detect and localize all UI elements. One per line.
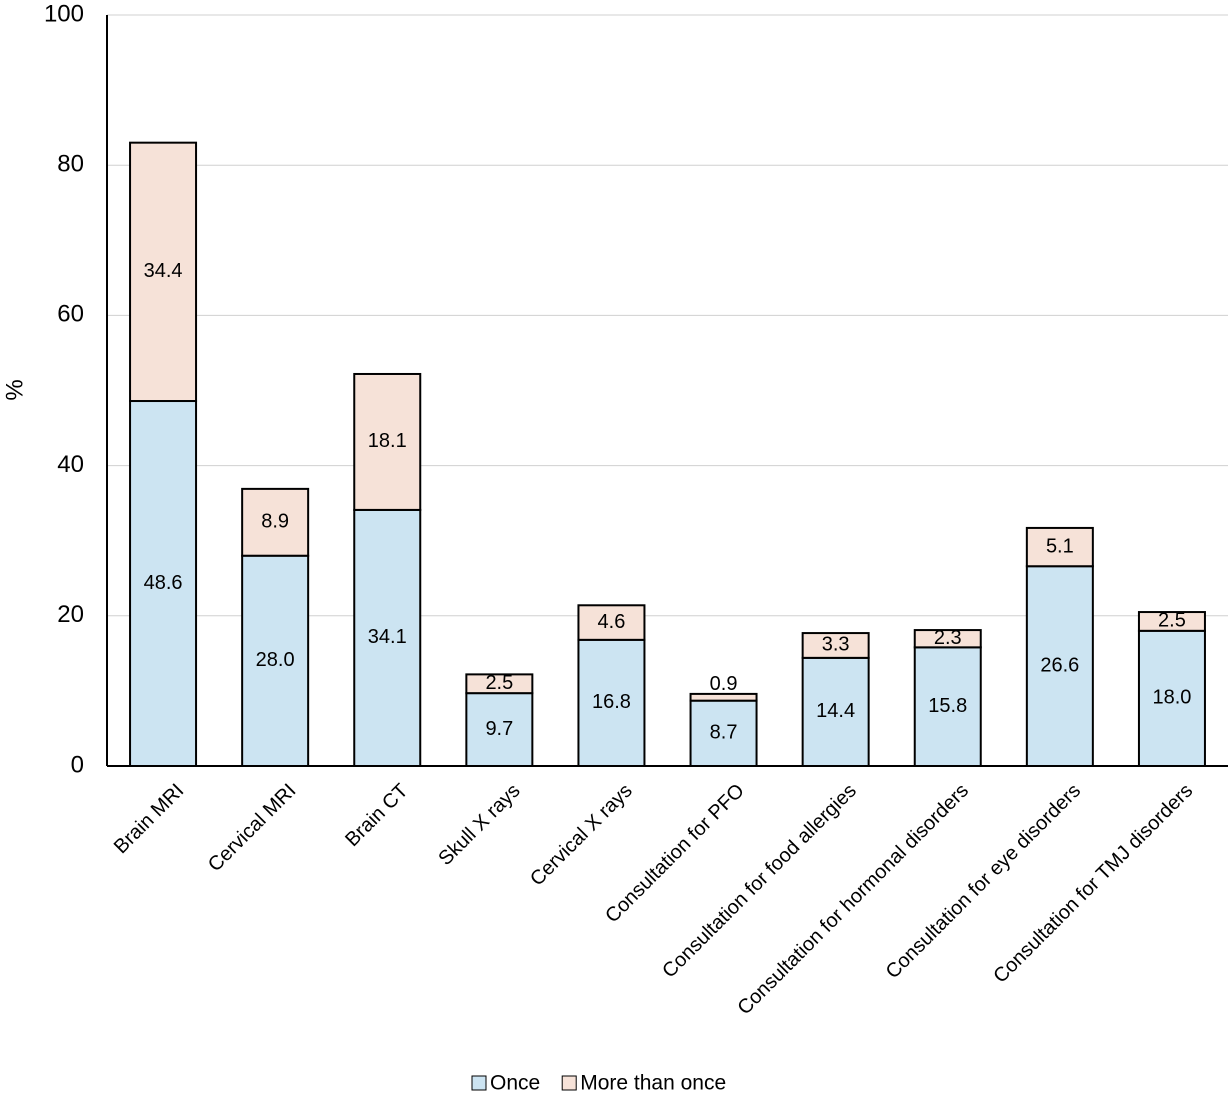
x-tick-label: Brain CT	[341, 780, 412, 851]
data-label: 5.1	[1046, 535, 1074, 557]
data-label: 48.6	[144, 572, 183, 594]
y-tick-label: 0	[71, 751, 84, 778]
legend-swatch	[471, 1075, 487, 1091]
x-tick-label: Consultation for eye disorders	[882, 780, 1085, 983]
data-label: 4.6	[598, 611, 626, 633]
bar-segment	[913, 629, 982, 649]
data-label: 8.9	[261, 511, 289, 533]
data-label: 34.1	[368, 626, 407, 648]
data-label: 15.8	[928, 695, 967, 717]
bar-segment	[241, 554, 310, 767]
y-tick-label: 80	[57, 151, 84, 178]
y-tick-label: 60	[57, 301, 84, 328]
data-label: 26.6	[1040, 654, 1079, 676]
bar-segment	[913, 646, 982, 767]
data-label: 2.5	[485, 672, 513, 694]
bar-segment	[1025, 526, 1094, 568]
bar-segment	[1137, 611, 1206, 632]
data-label: 14.4	[816, 700, 855, 722]
bar-segment	[689, 692, 758, 702]
data-label: 28.0	[256, 649, 295, 671]
bar-segment	[353, 372, 422, 511]
y-axis-label: %	[1, 379, 28, 400]
y-tick-label: 40	[57, 451, 84, 478]
bar-segment	[689, 699, 758, 768]
data-label: 16.8	[592, 691, 631, 713]
x-tick-label: Consultation for hormonal disorders	[733, 780, 973, 1020]
data-label: 18.0	[1152, 687, 1191, 709]
bar-segment	[353, 508, 422, 767]
x-tick-label: Consultation for food allergies	[658, 780, 861, 983]
legend-label: More than once	[580, 1072, 726, 1095]
y-tick-label: 100	[44, 0, 84, 27]
bar-segment	[129, 141, 198, 403]
data-label: 0.9	[710, 673, 738, 695]
data-label: 8.7	[710, 722, 738, 744]
legend-label: Once	[490, 1072, 540, 1095]
data-label: 18.1	[368, 430, 407, 452]
x-tick-label: Consultation for TMJ disorders	[989, 780, 1197, 988]
bar-segment	[1025, 565, 1094, 768]
x-tick-label: Brain MRI	[110, 780, 188, 858]
bar-segment	[801, 656, 870, 768]
bar-segment	[465, 673, 534, 695]
data-label: 3.3	[822, 634, 850, 656]
x-tick-label: Cervical MRI	[204, 780, 300, 876]
bar-segment	[577, 604, 646, 641]
data-label: 2.5	[1158, 610, 1186, 632]
data-label: 34.4	[144, 260, 183, 282]
bar-segment	[241, 487, 310, 557]
bar-segment	[129, 400, 198, 767]
x-tick-label: Skull X rays	[434, 780, 524, 870]
y-tick-label: 20	[57, 601, 84, 628]
bar-segment	[801, 632, 870, 659]
data-label: 2.3	[934, 627, 962, 649]
legend-swatch	[561, 1075, 577, 1091]
x-tick-label: Cervical X rays	[526, 780, 637, 891]
data-label: 9.7	[485, 718, 513, 740]
